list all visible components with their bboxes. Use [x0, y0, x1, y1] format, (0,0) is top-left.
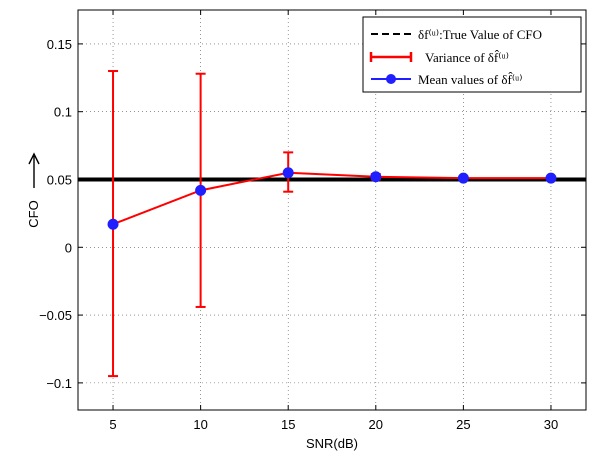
mean-point	[545, 172, 557, 184]
legend-entry-true-value: δf⁽ᵘ⁾:True Value of CFO	[371, 27, 542, 42]
mean-connecting-line	[112, 171, 551, 226]
legend-label-variance: Variance of δf̂⁽ᵘ⁾	[425, 50, 509, 65]
legend-label-mean: Mean values of δf̂⁽ᵘ⁾	[418, 72, 523, 87]
legend-entry-mean: Mean values of δf̂⁽ᵘ⁾	[371, 72, 523, 87]
y-tick-label: −0.1	[46, 376, 72, 391]
y-axis-label: CFO	[26, 200, 41, 227]
y-tick-label: 0.1	[54, 105, 72, 120]
x-tick-label: 10	[193, 417, 207, 432]
mean-point	[282, 167, 294, 179]
mean-point	[107, 218, 119, 230]
x-tick-label: 5	[109, 417, 116, 432]
mean-point	[195, 184, 207, 196]
legend-swatch-mean-marker	[386, 74, 396, 84]
x-tick-label: 15	[281, 417, 295, 432]
plot-frame	[77, 9, 587, 411]
x-tick-label: 20	[369, 417, 383, 432]
arrow-head	[28, 152, 40, 165]
legend-label-true-value: δf⁽ᵘ⁾:True Value of CFO	[418, 27, 542, 42]
y-tick-label: −0.05	[39, 308, 72, 323]
x-axis-label: SNR(dB)	[306, 436, 358, 451]
y-tick-label: 0.15	[47, 37, 72, 52]
y-tick-label: 0	[65, 240, 72, 255]
legend: δf⁽ᵘ⁾:True Value of CFO Variance of δf̂⁽…	[362, 16, 582, 93]
y-axis-arrow-icon	[28, 152, 40, 188]
axes: 5 10 15 20 25 30 −0.1 −0.05 0 0.05 0.1 0.15	[39, 10, 586, 432]
x-tick-label: 30	[544, 417, 558, 432]
legend-entry-variance: Variance of δf̂⁽ᵘ⁾	[369, 50, 509, 65]
x-tick-label: 25	[456, 417, 470, 432]
plot-area	[78, 70, 586, 378]
mean-point	[457, 172, 469, 184]
y-axis-label-group: CFO	[26, 152, 41, 228]
mean-point	[370, 171, 382, 183]
y-tick-label: 0.05	[47, 172, 72, 187]
